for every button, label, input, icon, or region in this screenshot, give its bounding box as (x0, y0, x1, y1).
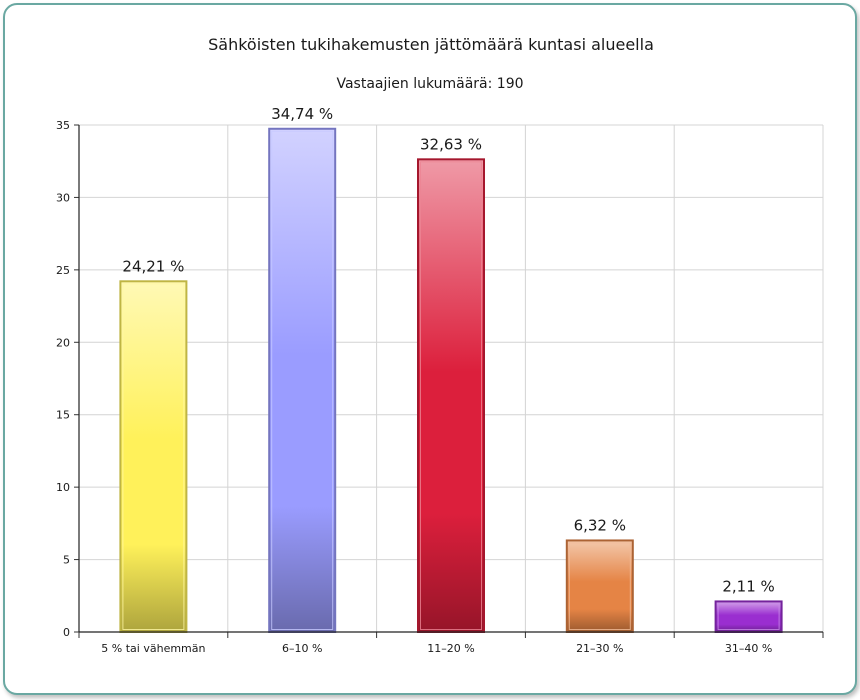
bar (268, 127, 337, 633)
bar-highlight (717, 603, 780, 630)
data-label: 34,74 % (271, 105, 333, 123)
chart-title: Sähköisten tukihakemusten jättömäärä kun… (208, 35, 654, 54)
y-tick-label: 35 (56, 119, 70, 132)
data-label: 24,21 % (122, 257, 184, 275)
x-tick-label: 21–30 % (576, 642, 623, 655)
data-label: 2,11 % (722, 577, 774, 595)
y-tick-label: 10 (56, 481, 70, 494)
bar-chart: Sähköisten tukihakemusten jättömäärä kun… (56, 35, 824, 655)
bar (119, 280, 188, 633)
y-tick-label: 15 (56, 409, 70, 422)
x-tick-label: 6–10 % (282, 642, 322, 655)
y-tick-label: 20 (56, 336, 70, 349)
bar-highlight (420, 161, 482, 630)
bar (417, 158, 485, 633)
bar-highlight (568, 542, 631, 630)
bar (565, 539, 634, 633)
x-tick-label: 31–40 % (725, 642, 772, 655)
bar-highlight (271, 130, 334, 630)
bar-highlight (122, 283, 185, 630)
y-tick-label: 30 (56, 191, 70, 204)
bar (714, 600, 783, 633)
data-label: 32,63 % (420, 135, 482, 153)
chart-subtitle: Vastaajien lukumäärä: 190 (336, 76, 523, 92)
y-tick-label: 5 (63, 554, 70, 567)
chart-frame: Sähköisten tukihakemusten jättömäärä kun… (3, 3, 857, 695)
x-tick-label: 11–20 % (427, 642, 474, 655)
y-tick-label: 0 (63, 626, 70, 639)
x-tick-label: 5 % tai vähemmän (101, 642, 205, 655)
y-tick-label: 25 (56, 264, 70, 277)
data-label: 6,32 % (574, 516, 626, 534)
